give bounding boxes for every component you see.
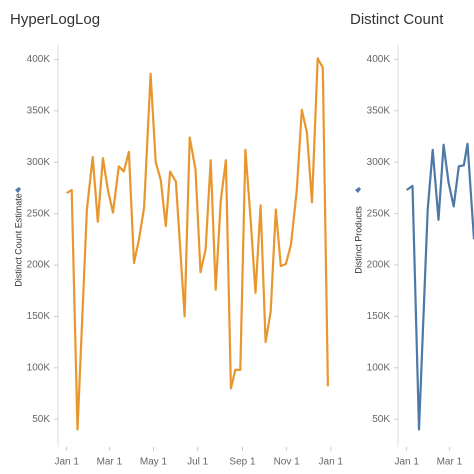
pin-icon <box>355 187 361 193</box>
x-tick-label: Jan 1 <box>54 457 79 468</box>
chart-right-axes: 50K 100K 150K 200K 250K 300K 350K 400K Jan 1 Mar … <box>367 45 463 468</box>
y-tick-label: 200K <box>27 260 51 271</box>
chart-title: Distinct Count <box>350 11 444 28</box>
x-tick-label: Mar 1 <box>437 457 463 468</box>
x-tick-label: Mar 1 <box>97 457 123 468</box>
y-tick-label: 200K <box>367 260 391 271</box>
y-tick-label: 100K <box>367 362 391 373</box>
x-tick-label: May 1 <box>140 457 168 468</box>
y-tick-label: 150K <box>367 311 391 322</box>
y-tick-label: 350K <box>27 105 51 116</box>
y-tick-label: 400K <box>27 54 51 65</box>
y-axis-title: Distinct Count Estimate <box>13 193 23 287</box>
y-tick-label: 250K <box>27 208 51 219</box>
pin-icon <box>15 187 21 193</box>
y-tick-label: 100K <box>27 362 51 373</box>
x-tick-label: Jan 1 <box>319 457 344 468</box>
x-tick-label: Sep 1 <box>229 457 256 468</box>
y-tick-label: 300K <box>367 157 391 168</box>
y-tick-label: 300K <box>27 157 51 168</box>
chart-title: HyperLogLog <box>10 11 100 28</box>
y-tick-label: 250K <box>367 208 391 219</box>
x-tick-label: Nov 1 <box>274 457 301 468</box>
y-tick-label: 350K <box>367 105 391 116</box>
y-tick-label: 150K <box>27 311 51 322</box>
y-tick-label: 50K <box>372 414 390 425</box>
y-tick-label: 400K <box>367 54 391 65</box>
x-tick-label: Jan 1 <box>394 457 419 468</box>
chart-left: 50K 100K 150K 200K 250K 300K 350K 400K Jan 1 Mar … <box>27 45 344 468</box>
data-line <box>66 57 329 431</box>
chart-right-plot <box>406 142 474 431</box>
x-tick-label: Jul 1 <box>187 457 209 468</box>
y-axis-title: Distinct Products <box>353 206 363 274</box>
data-line <box>406 142 474 431</box>
y-tick-label: 50K <box>32 414 50 425</box>
